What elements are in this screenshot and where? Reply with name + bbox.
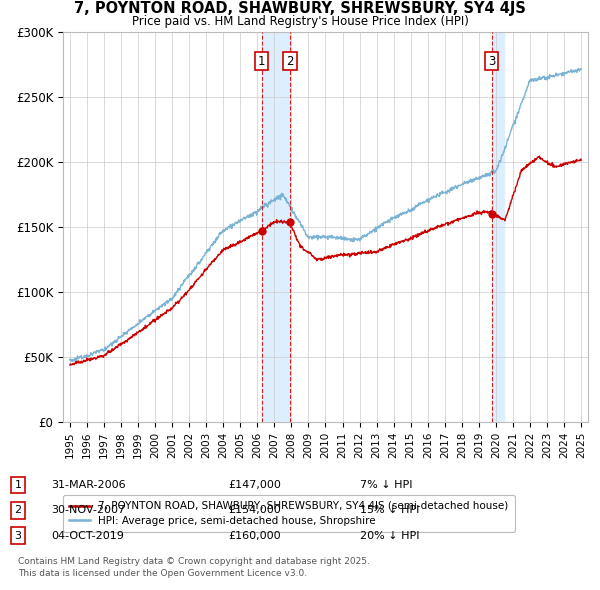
Text: 20% ↓ HPI: 20% ↓ HPI <box>360 531 419 540</box>
Text: 7, POYNTON ROAD, SHAWBURY, SHREWSBURY, SY4 4JS: 7, POYNTON ROAD, SHAWBURY, SHREWSBURY, S… <box>74 1 526 16</box>
Text: £160,000: £160,000 <box>228 531 281 540</box>
Text: 1: 1 <box>14 480 22 490</box>
Bar <box>491 32 505 422</box>
Text: 30-NOV-2007: 30-NOV-2007 <box>51 506 125 515</box>
Legend: 7, POYNTON ROAD, SHAWBURY, SHREWSBURY, SY4 4JS (semi-detached house), HPI: Avera: 7, POYNTON ROAD, SHAWBURY, SHREWSBURY, S… <box>63 495 515 532</box>
Text: £154,000: £154,000 <box>228 506 281 515</box>
Text: 2: 2 <box>14 506 22 515</box>
Text: Price paid vs. HM Land Registry's House Price Index (HPI): Price paid vs. HM Land Registry's House … <box>131 15 469 28</box>
Text: £147,000: £147,000 <box>228 480 281 490</box>
Text: 3: 3 <box>488 54 496 67</box>
Text: This data is licensed under the Open Government Licence v3.0.: This data is licensed under the Open Gov… <box>18 569 307 578</box>
Text: Contains HM Land Registry data © Crown copyright and database right 2025.: Contains HM Land Registry data © Crown c… <box>18 558 370 566</box>
Text: 3: 3 <box>14 531 22 540</box>
Bar <box>262 32 290 422</box>
Text: 04-OCT-2019: 04-OCT-2019 <box>51 531 124 540</box>
Text: 2: 2 <box>286 54 294 67</box>
Text: 7% ↓ HPI: 7% ↓ HPI <box>360 480 413 490</box>
Text: 31-MAR-2006: 31-MAR-2006 <box>51 480 125 490</box>
Text: 15% ↓ HPI: 15% ↓ HPI <box>360 506 419 515</box>
Text: 1: 1 <box>258 54 265 67</box>
